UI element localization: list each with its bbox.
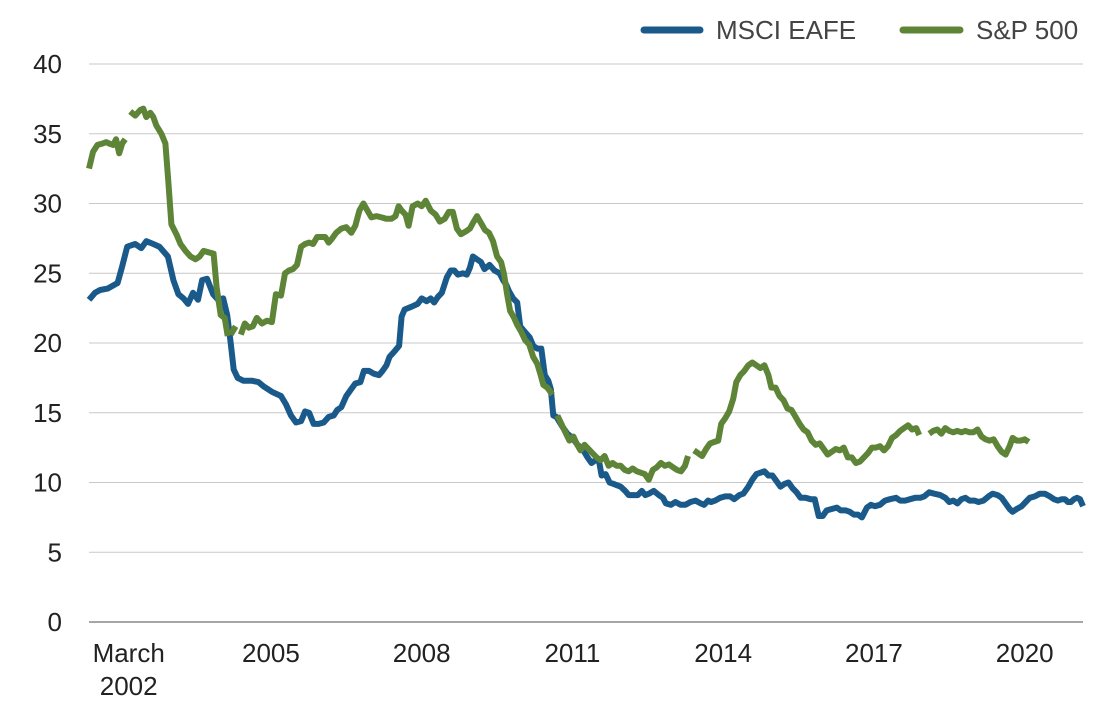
y-tick-label: 40 bbox=[33, 49, 62, 79]
series-line-segment bbox=[554, 414, 691, 483]
x-tick-label-line: 2002 bbox=[100, 671, 158, 701]
legend: MSCI EAFE S&P 500 bbox=[640, 15, 1078, 45]
x-tick-label: 2017 bbox=[845, 638, 903, 668]
series-line-segment bbox=[128, 105, 231, 337]
y-tick-label: 10 bbox=[33, 468, 62, 498]
y-tick-label: 35 bbox=[33, 119, 62, 149]
series-line-segment bbox=[86, 238, 1086, 521]
x-tick-label: 2008 bbox=[393, 638, 451, 668]
x-tick-label-line: March bbox=[93, 638, 165, 668]
series-layer bbox=[86, 105, 1086, 521]
x-tick-label-line: 2014 bbox=[694, 638, 752, 668]
y-tick-label: 15 bbox=[33, 398, 62, 428]
series-sp-500 bbox=[86, 105, 1031, 483]
gridlines bbox=[89, 63, 1083, 623]
legend-label: S&P 500 bbox=[976, 15, 1078, 45]
x-tick-label-line: 2008 bbox=[393, 638, 451, 668]
series-line-segment bbox=[927, 425, 1031, 458]
x-tick-label: 2011 bbox=[544, 638, 600, 668]
x-tick-label-line: 2020 bbox=[996, 638, 1054, 668]
x-tick-label-line: 2017 bbox=[845, 638, 903, 668]
y-tick-label: 5 bbox=[48, 537, 62, 567]
series-line-segment bbox=[228, 324, 239, 337]
y-axis: 0 5 10 15 20 25 30 35 40 bbox=[33, 49, 62, 637]
x-tick-label-line: 2011 bbox=[544, 638, 600, 668]
series-line-segment bbox=[86, 136, 128, 170]
x-tick-label: March 2002 bbox=[93, 638, 165, 701]
x-tick-label: 2020 bbox=[996, 638, 1054, 668]
series-msci-eafe bbox=[86, 238, 1086, 521]
x-axis: March 2002 2005 2008 2011 2014 2017 2020 bbox=[89, 621, 1083, 701]
y-tick-label: 25 bbox=[33, 258, 62, 288]
x-tick-label-line: 2005 bbox=[242, 638, 300, 668]
legend-label: MSCI EAFE bbox=[716, 15, 856, 45]
y-tick-label: 0 bbox=[48, 607, 62, 637]
y-tick-label: 30 bbox=[33, 189, 62, 219]
series-line-segment bbox=[237, 197, 555, 397]
x-tick-label: 2005 bbox=[242, 638, 300, 668]
y-tick-label: 20 bbox=[33, 328, 62, 358]
series-line-segment bbox=[692, 359, 922, 466]
x-tick-label: 2014 bbox=[694, 638, 752, 668]
